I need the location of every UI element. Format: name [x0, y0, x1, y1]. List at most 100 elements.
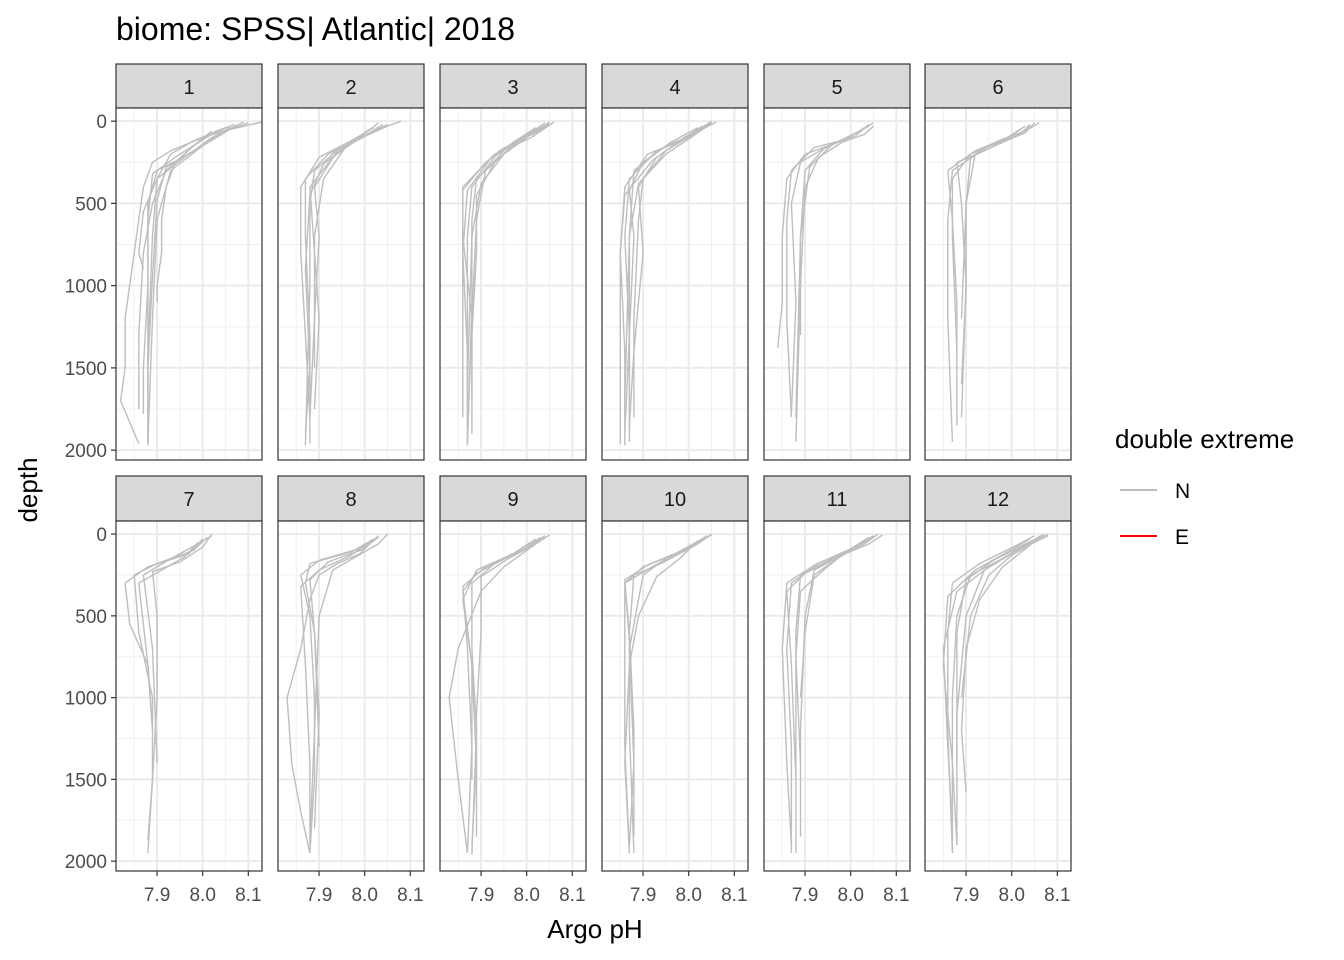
facet-strip-label: 4 — [669, 77, 680, 99]
panel-background — [278, 521, 424, 871]
panel-border — [763, 520, 911, 872]
y-tick-label: 500 — [75, 607, 107, 628]
panel-border — [115, 520, 263, 872]
y-tick-label: 2000 — [65, 852, 107, 873]
profile-line — [795, 125, 870, 418]
x-tick-label: 7.9 — [630, 885, 656, 906]
facet-strip — [763, 475, 911, 522]
panel-background — [278, 108, 424, 460]
panel-border — [763, 107, 911, 461]
panel-background — [764, 521, 910, 871]
panel-background — [440, 108, 586, 460]
panel-background — [116, 521, 262, 871]
profile-line — [462, 121, 555, 426]
facet-strip-label: 1 — [183, 77, 194, 99]
profile-line — [960, 122, 1040, 319]
profile-line — [138, 541, 199, 731]
profile-line — [448, 536, 546, 854]
facet-strip — [115, 63, 263, 109]
panel-border — [115, 107, 263, 461]
profile-line — [138, 123, 235, 409]
legend-label-N: N — [1175, 480, 1190, 503]
x-tick-label: 7.9 — [792, 885, 818, 906]
chart-title: biome: SPSS| Atlantic| 2018 — [116, 11, 515, 47]
profile-line — [947, 123, 1031, 442]
panel-background — [925, 108, 1071, 460]
facet-strip-label: 12 — [987, 489, 1009, 511]
profile-line — [624, 122, 712, 401]
facet-panel-8: 8 7.9 8.0 8.1 — [277, 475, 425, 906]
profile-line — [300, 127, 375, 418]
facet-strip — [439, 63, 587, 109]
profile-line — [624, 540, 699, 854]
facet-strip-label: 3 — [507, 77, 518, 99]
x-tick-label: 7.9 — [144, 885, 170, 906]
profile-line — [947, 535, 1035, 854]
x-tick-label: 8.1 — [721, 885, 747, 906]
facet-strip-label: 6 — [992, 77, 1003, 99]
x-tick-label: 8.1 — [559, 885, 585, 906]
facet-strip-label: 9 — [507, 489, 518, 511]
panel-border — [277, 107, 425, 461]
panel-background — [602, 108, 748, 460]
panel-border — [601, 520, 749, 872]
x-tick-label: 8.0 — [351, 885, 377, 906]
profile-line — [119, 125, 240, 444]
y-tick-label: 1500 — [65, 359, 107, 380]
profile-line — [300, 541, 370, 845]
panel-border — [601, 107, 749, 461]
x-tick-label: 7.9 — [306, 885, 332, 906]
y-tick-label: 0 — [96, 525, 107, 546]
profile-line — [466, 122, 550, 385]
profile-line — [304, 128, 370, 434]
profile-line — [795, 533, 879, 853]
profile-line — [286, 538, 375, 854]
y-axis-title: depth — [13, 457, 43, 522]
panel-border — [924, 107, 1072, 461]
y-tick-label: 500 — [75, 194, 107, 215]
y-tick-label: 0 — [96, 112, 107, 133]
x-tick-label: 8.1 — [883, 885, 909, 906]
facet-panel-4: 4 — [601, 63, 749, 461]
facet-strip-label: 8 — [345, 489, 356, 511]
facet-strip-label: 11 — [827, 489, 848, 511]
profile-line — [133, 536, 208, 840]
x-axis-title: Argo pH — [547, 914, 642, 944]
x-tick-label: 8.1 — [235, 885, 261, 906]
panel-border — [439, 107, 587, 461]
y-tick-label: 1000 — [65, 277, 107, 298]
profile-line — [462, 541, 532, 780]
x-tick-label: 7.9 — [953, 885, 979, 906]
panel-background — [116, 108, 262, 460]
x-tick-label: 8.0 — [189, 885, 215, 906]
facet-strip — [924, 475, 1072, 522]
facet-panel-7: 7 0 500 1000 1500 2000 7.9 8.0 8.1 — [65, 475, 263, 906]
panel-background — [925, 521, 1071, 871]
facet-panel-3: 3 — [439, 63, 587, 461]
facet-panel-12: 12 7.9 8.0 8.1 — [924, 475, 1072, 906]
profile-line — [786, 127, 865, 418]
profile-line — [313, 123, 388, 368]
panel-background — [764, 108, 910, 460]
profile-line — [309, 122, 379, 410]
facet-panel-9: 9 7.9 8.0 8.1 — [439, 475, 587, 906]
x-tick-label: 8.0 — [675, 885, 701, 906]
profile-line — [960, 122, 1036, 385]
x-tick-label: 8.1 — [397, 885, 423, 906]
facet-strip-label: 7 — [183, 489, 194, 511]
profile-line — [942, 536, 1040, 829]
panel-background — [440, 521, 586, 871]
facet-panel-1: 1 0 500 1000 1500 2000 — [65, 63, 263, 462]
profile-line — [951, 128, 1022, 352]
legend: double extreme NE — [1115, 424, 1294, 549]
facet-strip-label: 10 — [664, 489, 686, 511]
panel-border — [924, 520, 1072, 872]
profile-line — [142, 535, 213, 764]
facet-strip-label: 2 — [345, 77, 356, 99]
profile-line — [799, 534, 883, 837]
profile-line — [960, 535, 1049, 698]
profile-line — [960, 536, 1040, 793]
panel-border — [277, 520, 425, 872]
